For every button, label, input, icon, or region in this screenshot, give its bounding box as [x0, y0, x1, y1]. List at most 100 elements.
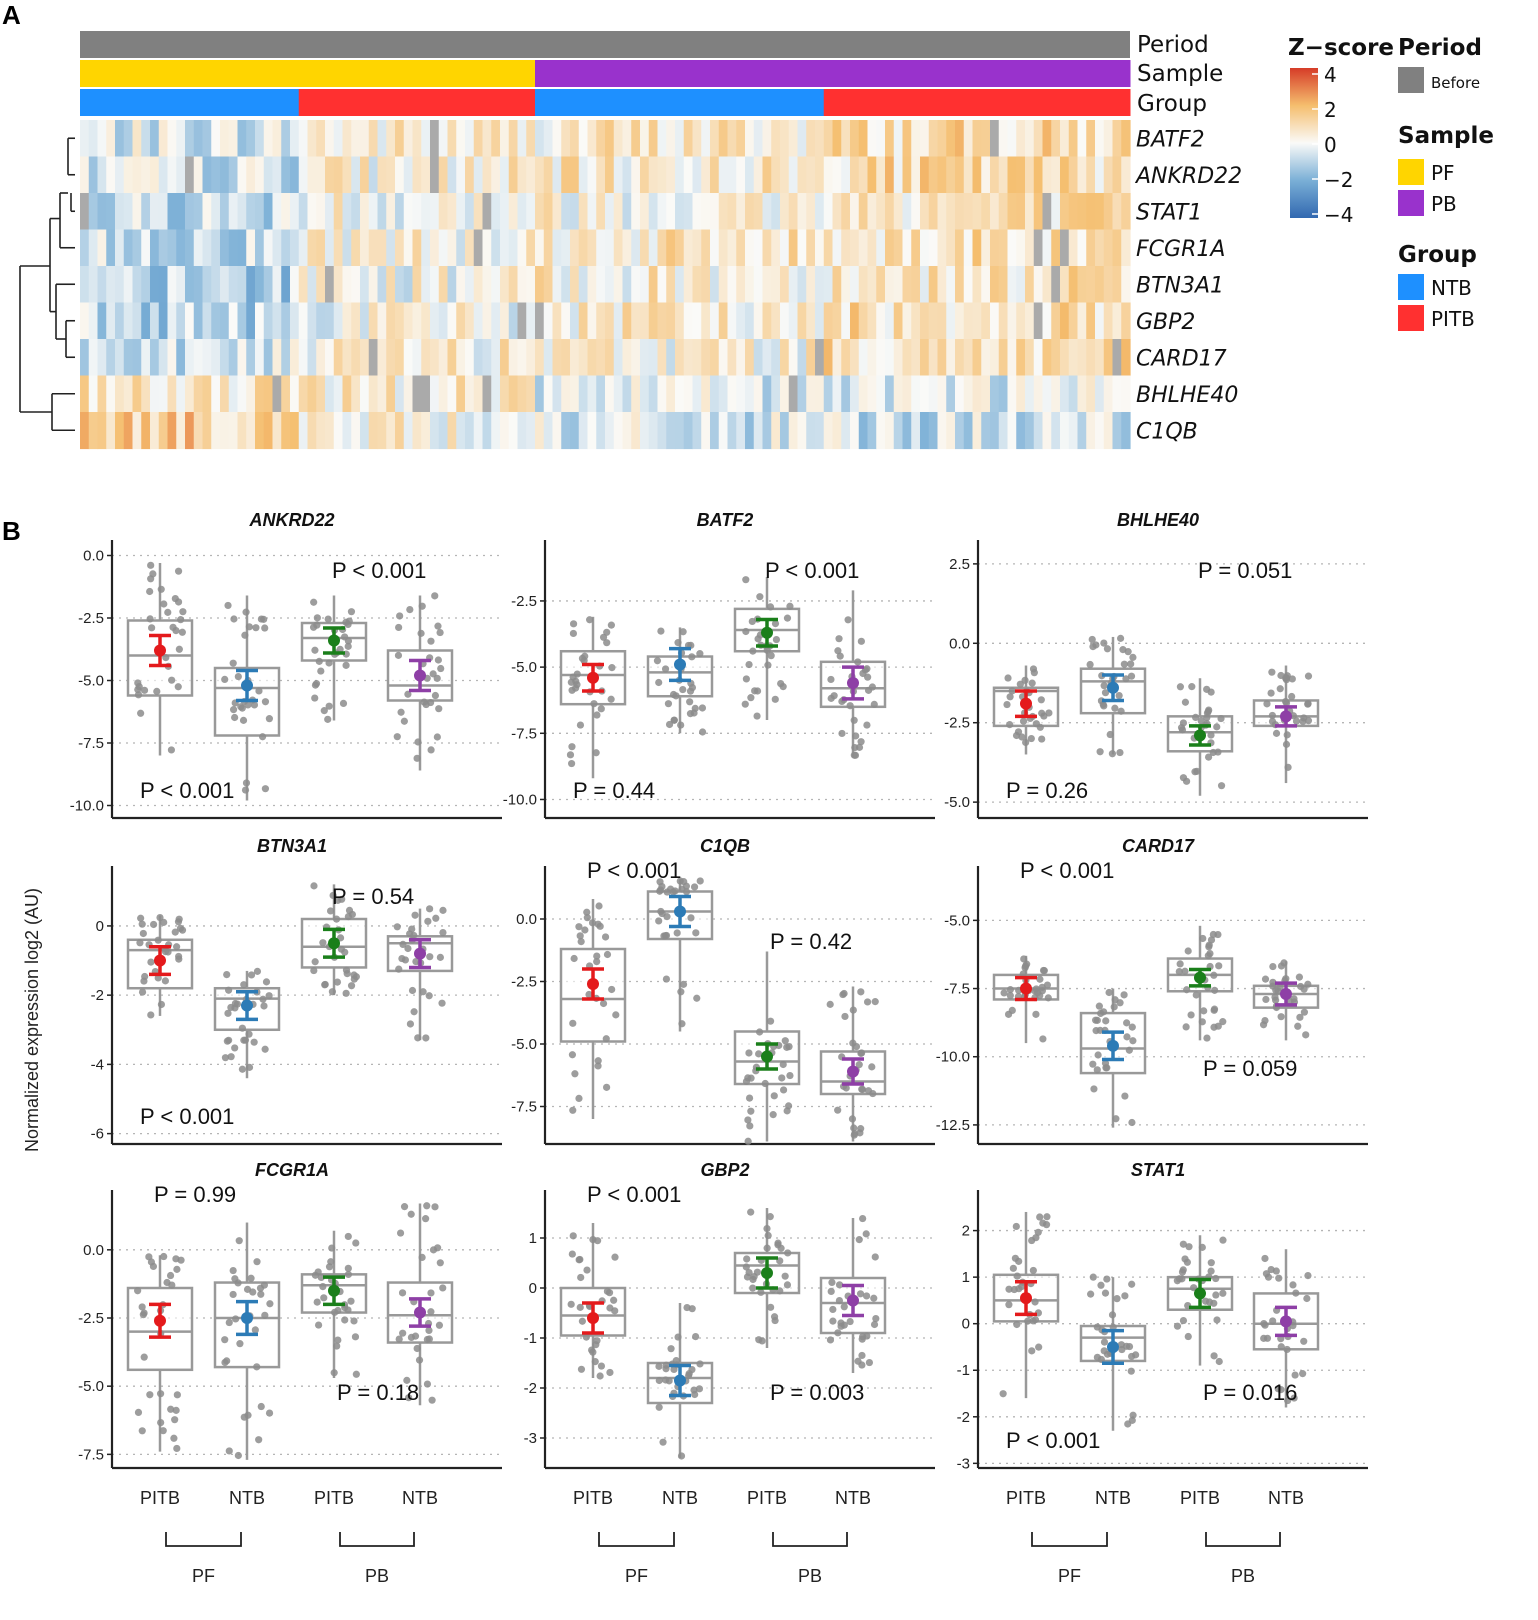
heatmap-cell: [290, 412, 300, 450]
heatmap-cell: [412, 412, 422, 450]
data-point: [439, 1284, 447, 1292]
data-point: [238, 1024, 246, 1032]
box-group-0: [126, 913, 194, 1019]
heatmap-cell: [552, 339, 562, 377]
data-point: [677, 721, 685, 729]
data-point: [341, 1316, 349, 1324]
y-tick-label: -2.5: [511, 593, 537, 610]
heatmap-cell: [1025, 375, 1035, 413]
heatmap-cell: [893, 412, 904, 450]
heatmap-cell: [141, 156, 151, 194]
data-point: [850, 1124, 858, 1132]
heatmap-cell: [990, 412, 1000, 450]
heatmap-cell: [701, 266, 711, 304]
heatmap-cell: [193, 302, 204, 340]
heatmap-cell: [517, 266, 527, 304]
heatmap-cell: [237, 156, 247, 194]
data-point: [848, 1115, 857, 1123]
heatmap-cell: [578, 339, 589, 377]
heatmap-cell: [395, 229, 405, 267]
legend-swatch-pitb: [1398, 305, 1424, 331]
data-point: [426, 905, 434, 913]
colorbar-tick-label: 2: [1324, 98, 1337, 122]
heatmap-cell: [622, 412, 632, 450]
heatmap-cell: [788, 266, 799, 304]
heatmap-cell: [631, 339, 641, 377]
mean-point: [1107, 1340, 1119, 1353]
heatmap-cell: [780, 339, 790, 377]
data-point: [869, 1089, 877, 1098]
heatmap-cell: [666, 156, 676, 194]
heatmap-cell: [333, 266, 344, 304]
heatmap-cell: [325, 156, 335, 194]
heatmap-cell: [806, 412, 816, 450]
heatmap-cell: [298, 193, 309, 231]
data-point: [1271, 993, 1279, 1001]
data-point: [1100, 682, 1108, 690]
heatmap-cell: [80, 193, 90, 231]
heatmap-cell: [815, 266, 825, 304]
data-point: [1210, 1005, 1219, 1013]
heatmap-cell: [832, 193, 842, 231]
box-group-0: [559, 1223, 627, 1380]
data-point: [826, 1336, 835, 1344]
heatmap-cell: [395, 156, 405, 194]
heatmap-cell: [491, 266, 501, 304]
y-tick-label: 0: [96, 918, 104, 935]
data-point: [583, 914, 591, 922]
heatmap-cell: [150, 229, 160, 267]
heatmap-cell: [1007, 375, 1017, 413]
heatmap-cell: [491, 375, 501, 413]
data-point: [569, 1019, 577, 1027]
data-point: [786, 1071, 794, 1080]
heatmap-cell: [1121, 339, 1131, 377]
data-point: [229, 1290, 237, 1299]
heatmap-cell: [491, 412, 501, 450]
heatmap-cell: [220, 193, 230, 231]
data-point: [1272, 729, 1281, 737]
heatmap-cell: [351, 120, 361, 158]
heatmap-cell: [640, 412, 650, 450]
heatmap-cell: [587, 229, 597, 267]
data-point: [253, 1363, 261, 1371]
heatmap-cell: [360, 156, 370, 194]
heatmap-cell: [430, 339, 440, 377]
data-point: [245, 1063, 254, 1071]
data-point: [666, 885, 675, 893]
data-point: [134, 691, 143, 699]
data-point: [174, 567, 183, 575]
heatmap-cell: [928, 375, 939, 413]
heatmap-cell: [1086, 229, 1096, 267]
heatmap-cell: [202, 339, 212, 377]
data-point: [1207, 688, 1215, 696]
data-point: [1103, 645, 1112, 653]
heatmap-cell: [981, 302, 991, 340]
data-point: [400, 1203, 409, 1211]
heatmap-cell: [823, 412, 834, 450]
heatmap-cell: [176, 339, 186, 377]
heatmap-cell: [928, 302, 939, 340]
heatmap-cell: [885, 412, 895, 450]
data-point: [569, 629, 578, 638]
heatmap-cell: [1007, 120, 1017, 158]
data-point: [657, 907, 665, 916]
heatmap-cell: [1016, 193, 1026, 231]
heatmap-cell: [123, 193, 134, 231]
data-point: [849, 1039, 857, 1047]
data-point: [1205, 706, 1213, 714]
heatmap-cell: [981, 266, 991, 304]
heatmap-cell: [447, 302, 457, 340]
heatmap-cell: [80, 156, 90, 194]
data-point: [842, 1084, 850, 1092]
heatmap-cell: [132, 193, 142, 231]
data-point: [677, 1452, 686, 1460]
heatmap-cell: [771, 193, 781, 231]
data-point: [771, 695, 779, 703]
heatmap-cell: [736, 302, 746, 340]
data-point: [744, 1116, 752, 1124]
heatmap-cell: [622, 339, 632, 377]
heatmap-cell: [858, 229, 869, 267]
data-point: [696, 877, 704, 885]
heatmap-cell: [867, 412, 877, 450]
data-point: [692, 929, 700, 937]
